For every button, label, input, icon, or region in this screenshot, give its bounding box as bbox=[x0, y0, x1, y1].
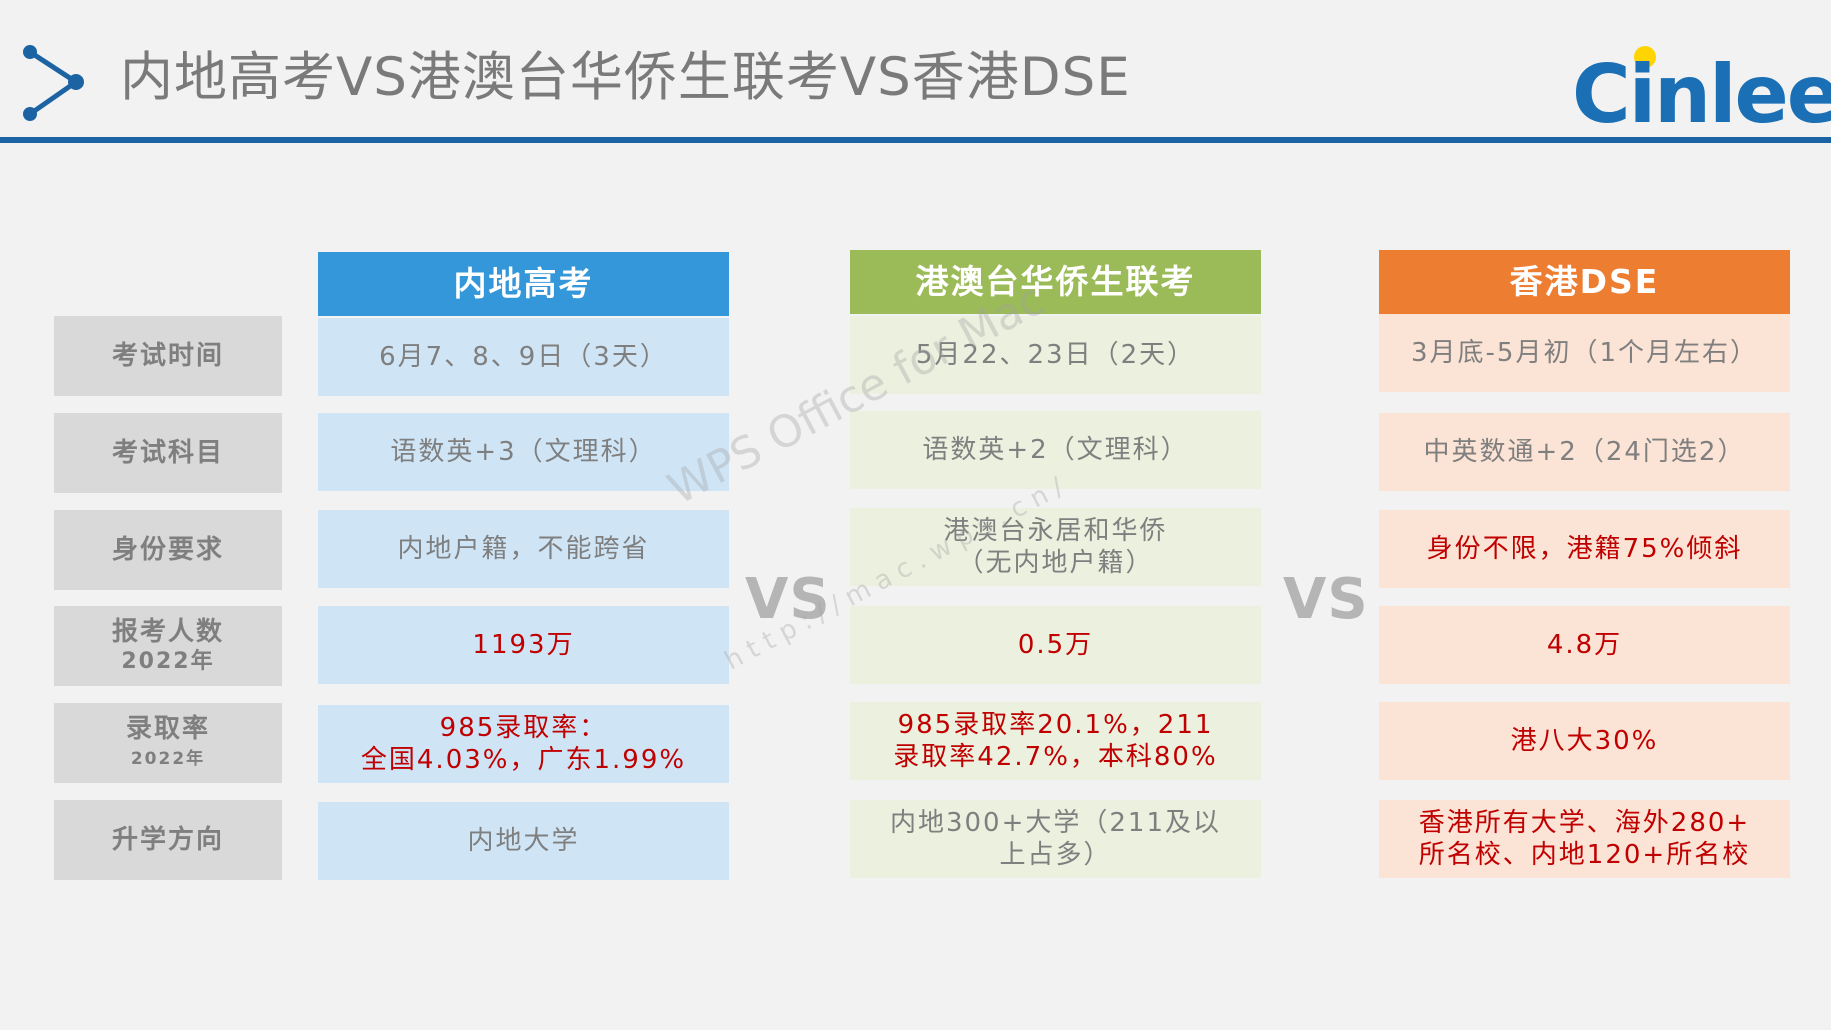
column-header-lianhao: 港澳台华侨生联考 bbox=[850, 250, 1261, 314]
row-label-year: 2022年 bbox=[130, 749, 206, 769]
cell-dse-subjects: 中英数通+2（24门选2） bbox=[1379, 413, 1790, 491]
cell-dse-exam-time: 3月底-5月初（1个月左右） bbox=[1379, 314, 1790, 392]
row-label-destination: 升学方向 bbox=[54, 800, 282, 880]
row-label-identity: 身份要求 bbox=[54, 510, 282, 590]
cell-dse-admission-rate: 港八大30% bbox=[1379, 702, 1790, 780]
row-label-year: 2022年 bbox=[121, 649, 215, 674]
cell-gaokao-subjects: 语数英+3（文理科） bbox=[318, 413, 729, 491]
row-label-subjects: 考试科目 bbox=[54, 413, 282, 493]
row-label-admission-rate: 录取率 2022年 bbox=[54, 703, 282, 783]
cell-gaokao-identity: 内地户籍，不能跨省 bbox=[318, 510, 729, 588]
row-label-text: 报考人数 bbox=[111, 617, 224, 647]
row-label-text: 身份要求 bbox=[111, 535, 224, 565]
header-rule bbox=[0, 137, 1831, 143]
cell-gaokao-destination: 内地大学 bbox=[318, 802, 729, 880]
cell-lianhao-admission-rate: 985录取率20.1%，211 录取率42.7%，本科80% bbox=[850, 702, 1261, 780]
cell-lianhao-exam-time: 5月22、23日（2天） bbox=[850, 316, 1261, 394]
cell-dse-identity: 身份不限，港籍75%倾斜 bbox=[1379, 510, 1790, 588]
cell-dse-destination: 香港所有大学、海外280+ 所名校、内地120+所名校 bbox=[1379, 800, 1790, 878]
logo-dot bbox=[1634, 46, 1656, 68]
vs-label-left: VS bbox=[745, 567, 831, 632]
cell-lianhao-subjects: 语数英+2（文理科） bbox=[850, 411, 1261, 489]
row-label-exam-time: 考试时间 bbox=[54, 316, 282, 396]
page-title: 内地高考VS港澳台华侨生联考VS香港DSE bbox=[120, 47, 1131, 108]
row-label-text: 录取率 bbox=[125, 714, 210, 744]
row-label-applicants: 报考人数 2022年 bbox=[54, 606, 282, 686]
row-label-text: 升学方向 bbox=[111, 825, 224, 855]
cinlee-logo: Cinlee bbox=[1572, 48, 1831, 141]
cell-gaokao-exam-time: 6月7、8、9日（3天） bbox=[318, 318, 729, 396]
cell-lianhao-identity: 港澳台永居和华侨 （无内地户籍） bbox=[850, 508, 1261, 586]
row-label-text: 考试科目 bbox=[111, 438, 224, 468]
cell-lianhao-applicants: 0.5万 bbox=[850, 606, 1261, 684]
cell-gaokao-admission-rate: 985录取率： 全国4.03%，广东1.99% bbox=[318, 705, 729, 783]
vs-label-right: VS bbox=[1283, 567, 1369, 632]
column-header-gaokao: 内地高考 bbox=[318, 252, 729, 316]
cell-lianhao-destination: 内地300+大学（211及以 上占多） bbox=[850, 800, 1261, 878]
cell-gaokao-applicants: 1193万 bbox=[318, 606, 729, 684]
network-icon bbox=[23, 45, 84, 121]
column-header-dse: 香港DSE bbox=[1379, 250, 1790, 314]
row-label-text: 考试时间 bbox=[111, 341, 224, 371]
cell-dse-applicants: 4.8万 bbox=[1379, 606, 1790, 684]
